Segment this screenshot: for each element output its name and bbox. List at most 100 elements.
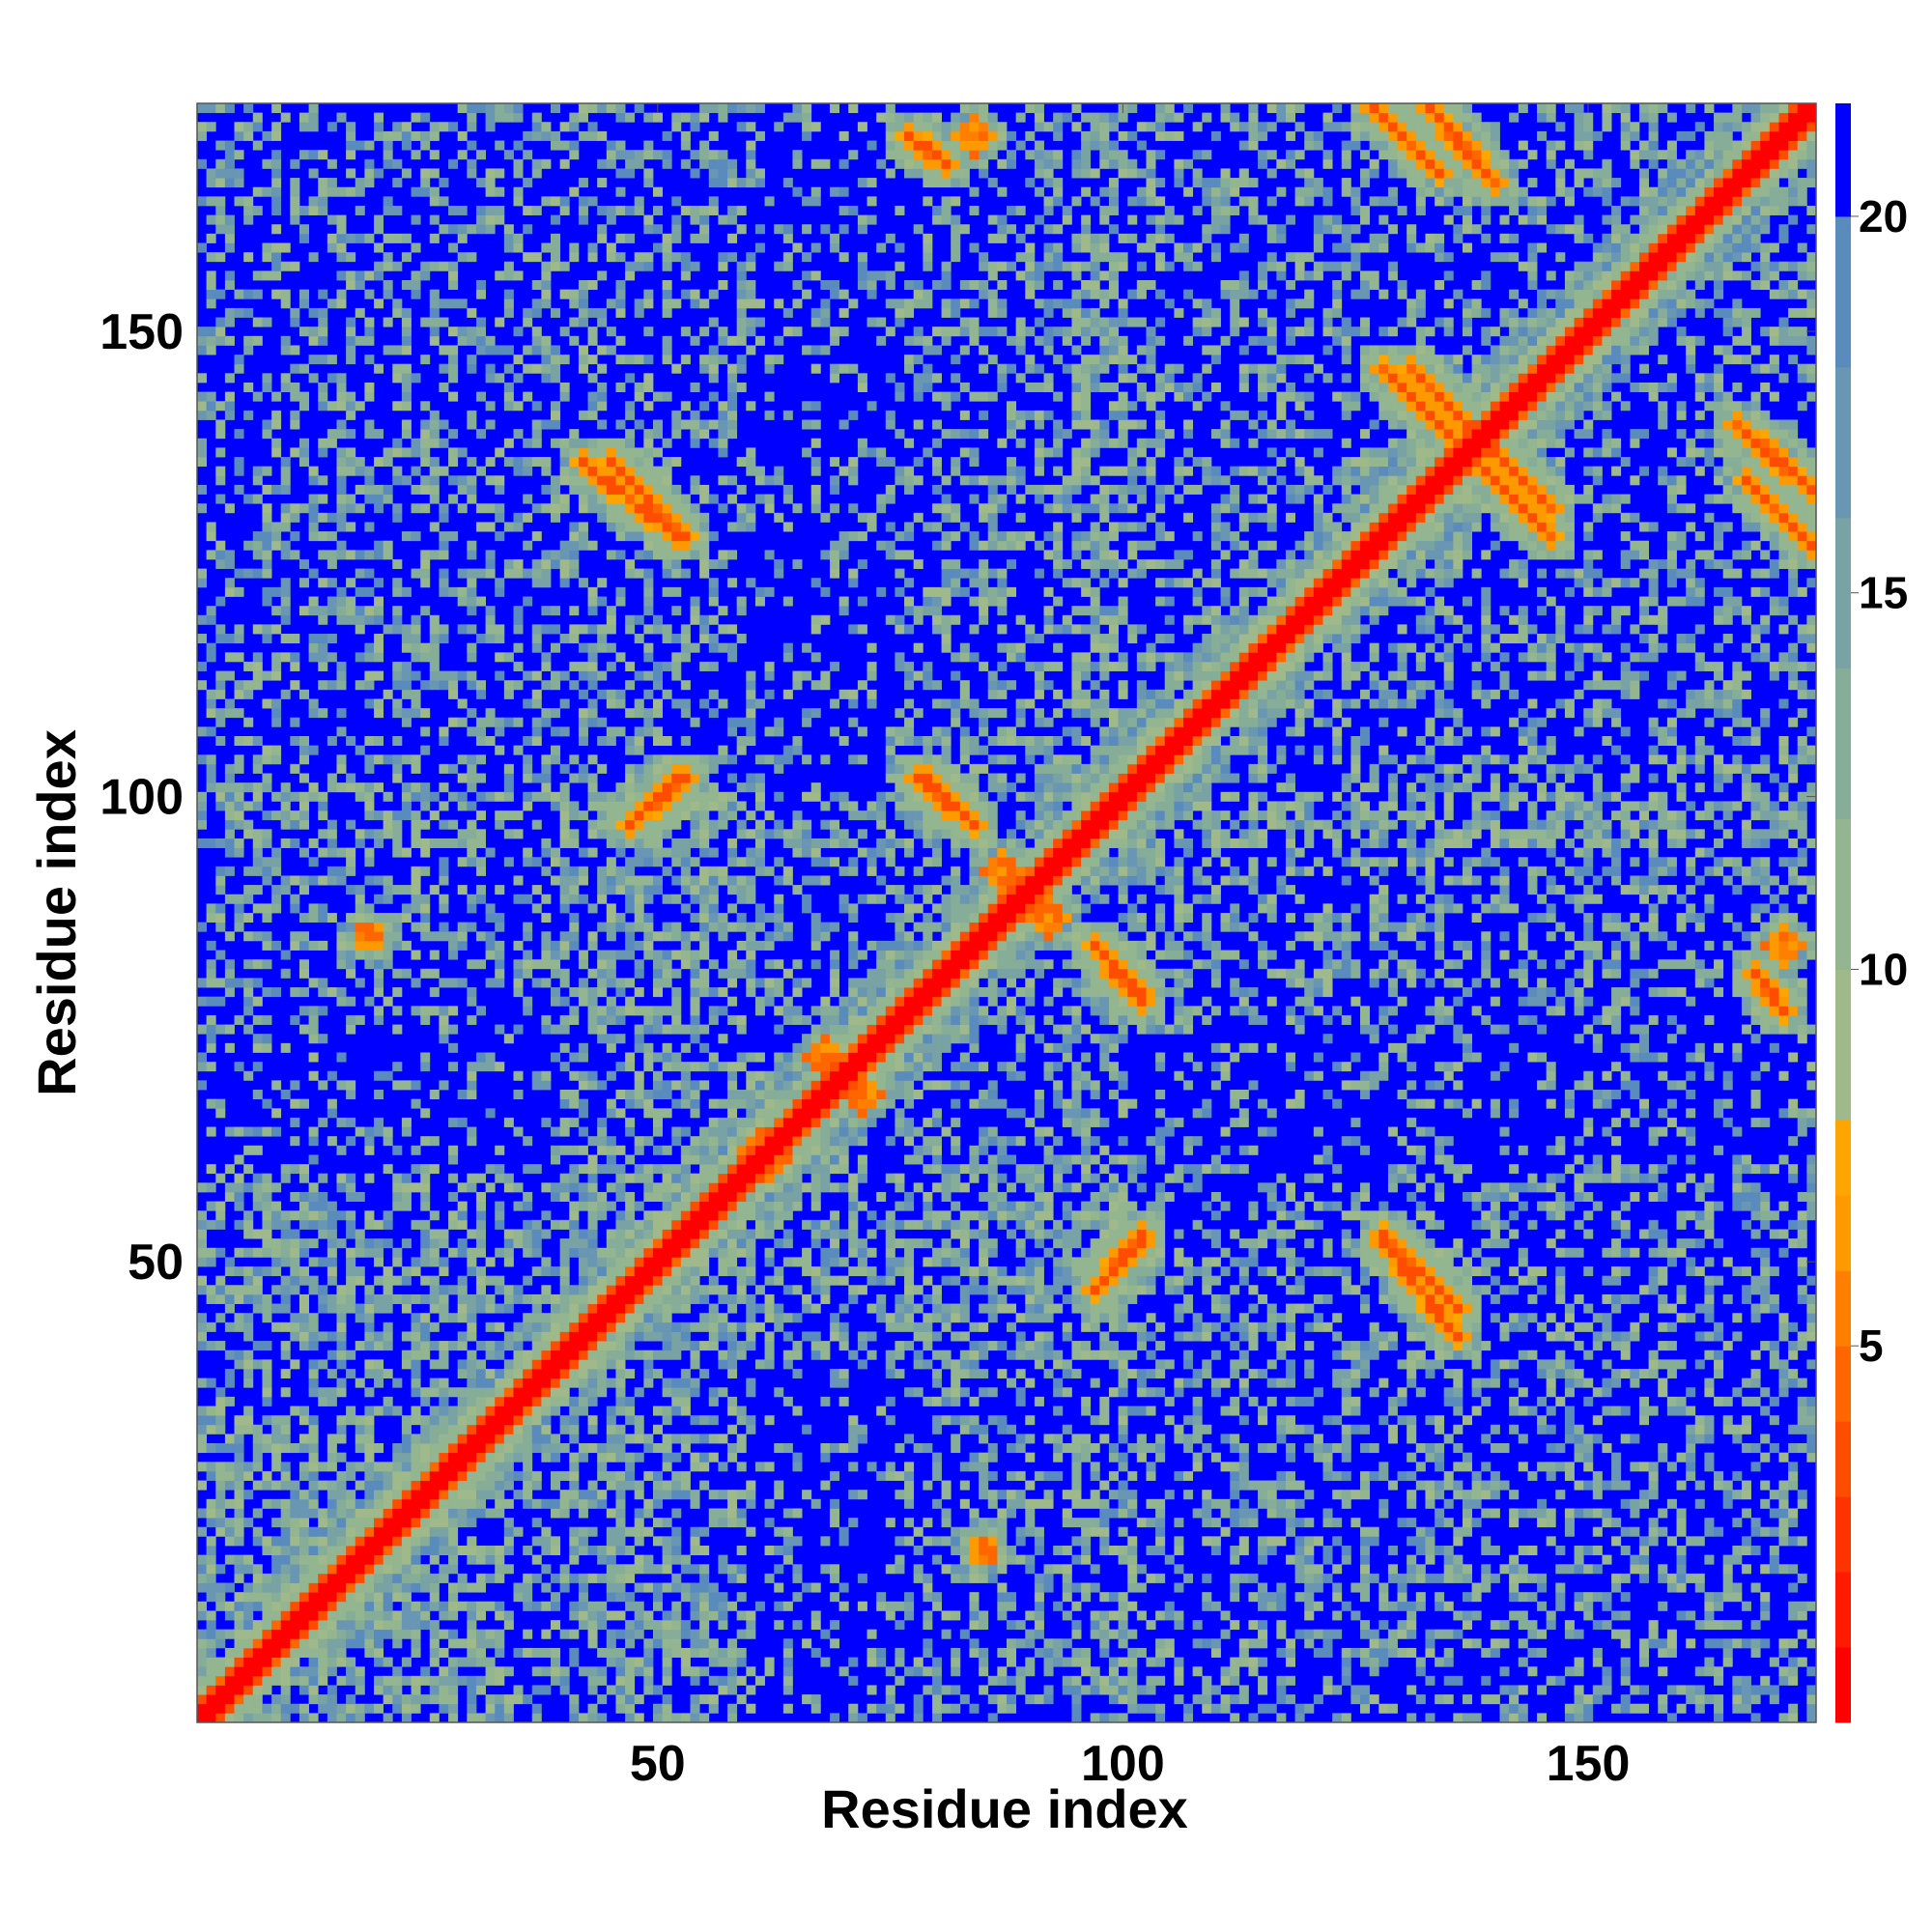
heatmap-cell xyxy=(802,1293,812,1304)
heatmap-cell xyxy=(290,1313,300,1323)
heatmap-cell xyxy=(1499,1219,1510,1230)
heatmap-cell xyxy=(298,1573,309,1583)
heatmap-cell xyxy=(1415,1210,1426,1221)
heatmap-cell xyxy=(1090,1303,1100,1314)
heatmap-cell xyxy=(290,1582,300,1593)
heatmap-cell xyxy=(1583,1452,1594,1463)
heatmap-cell xyxy=(569,1201,580,1211)
heatmap-cell xyxy=(1387,1257,1398,1267)
heatmap-cell xyxy=(1676,1247,1687,1258)
heatmap-cell xyxy=(457,1675,468,1686)
heatmap-cell xyxy=(1118,1424,1128,1435)
heatmap-cell xyxy=(308,1638,319,1649)
heatmap-cell xyxy=(541,1368,552,1379)
heatmap-cell xyxy=(1071,1480,1082,1491)
heatmap-cell xyxy=(457,1238,468,1249)
heatmap-cell xyxy=(634,1601,644,1611)
heatmap-cell xyxy=(523,1434,533,1444)
heatmap-cell xyxy=(1220,1610,1231,1621)
heatmap-cell xyxy=(1155,1545,1166,1556)
heatmap-cell xyxy=(1694,1415,1705,1426)
heatmap-cell xyxy=(1071,1368,1082,1379)
heatmap-cell xyxy=(1741,1219,1751,1230)
heatmap-cell xyxy=(1025,1508,1036,1519)
heatmap-cell xyxy=(1574,1452,1584,1463)
heatmap-cell xyxy=(1127,1536,1138,1547)
heatmap-cell xyxy=(1769,1554,1779,1565)
heatmap-cell xyxy=(541,1341,552,1351)
heatmap-cell xyxy=(1183,1275,1194,1286)
heatmap-cell xyxy=(1174,1331,1184,1342)
heatmap-cell xyxy=(531,1313,542,1323)
heatmap-cell xyxy=(1304,1592,1315,1603)
heatmap-cell xyxy=(1258,1629,1268,1639)
heatmap-cell xyxy=(523,1378,533,1388)
heatmap-cell xyxy=(346,1666,356,1677)
heatmap-cell xyxy=(1155,1518,1166,1528)
heatmap-cell xyxy=(1415,1480,1426,1491)
heatmap-cell xyxy=(420,1331,431,1342)
heatmap-cell xyxy=(429,1685,440,1695)
heatmap-cell xyxy=(327,1592,337,1603)
heatmap-cell xyxy=(1230,1257,1240,1267)
heatmap-cell xyxy=(1462,1713,1473,1723)
heatmap-cell xyxy=(215,1480,226,1491)
heatmap-cell xyxy=(951,1703,961,1714)
heatmap-cell xyxy=(1564,1629,1575,1639)
heatmap-cell xyxy=(1443,1647,1454,1658)
heatmap-cell xyxy=(318,1694,328,1705)
heatmap-cell xyxy=(503,1331,514,1342)
heatmap-cell xyxy=(420,1564,431,1575)
heatmap-cell xyxy=(857,1285,867,1295)
heatmap-cell xyxy=(1788,1713,1799,1723)
heatmap-cell xyxy=(1425,1647,1435,1658)
heatmap-cell xyxy=(587,1638,598,1649)
heatmap-cell xyxy=(959,1415,970,1426)
heatmap-cell xyxy=(298,1703,309,1714)
heatmap-cell xyxy=(1778,1564,1789,1575)
heatmap-cell xyxy=(1127,1210,1138,1221)
heatmap-cell xyxy=(420,1545,431,1556)
heatmap-cell xyxy=(951,1434,961,1444)
heatmap-cell xyxy=(885,1564,895,1575)
heatmap-cell xyxy=(1350,1201,1361,1211)
heatmap-cell xyxy=(1788,1703,1799,1714)
heatmap-cell xyxy=(969,1518,980,1528)
heatmap-cell xyxy=(467,1685,477,1695)
heatmap-cell xyxy=(1304,1638,1315,1649)
heatmap-cell xyxy=(829,1620,840,1631)
heatmap-cell xyxy=(383,1490,393,1500)
heatmap-cell xyxy=(746,1490,756,1500)
heatmap-cell xyxy=(531,1498,542,1509)
heatmap-cell xyxy=(1146,1285,1156,1295)
heatmap-cell xyxy=(1350,1582,1361,1593)
heatmap-cell xyxy=(1360,1303,1371,1314)
heatmap-cell xyxy=(1722,1564,1733,1575)
heatmap-cell xyxy=(1285,1526,1295,1537)
heatmap-cell xyxy=(810,1694,821,1705)
heatmap-cell xyxy=(1592,1647,1603,1658)
heatmap-cell xyxy=(1238,1452,1249,1463)
heatmap-cell xyxy=(1481,1434,1492,1444)
heatmap-cell xyxy=(1360,1536,1371,1547)
heatmap-cell xyxy=(495,1434,505,1444)
heatmap-cell xyxy=(234,1601,244,1611)
heatmap-cell xyxy=(727,1703,738,1714)
heatmap-cell xyxy=(1015,1498,1026,1509)
heatmap-cell xyxy=(318,1647,328,1658)
heatmap-cell xyxy=(457,1285,468,1295)
heatmap-cell xyxy=(336,1350,347,1360)
heatmap-cell xyxy=(634,1247,644,1258)
heatmap-cell xyxy=(1415,1201,1426,1211)
heatmap-cell xyxy=(513,1293,524,1304)
heatmap-cell xyxy=(782,1210,793,1221)
heatmap-cell xyxy=(643,1293,654,1304)
heatmap-cell xyxy=(1676,1406,1687,1416)
heatmap-cell xyxy=(1118,1257,1128,1267)
heatmap-cell xyxy=(727,1564,738,1575)
heatmap-cell xyxy=(746,1229,756,1239)
heatmap-cell xyxy=(1415,1229,1426,1239)
heatmap-cell xyxy=(1462,1610,1473,1621)
heatmap-cell xyxy=(1007,1201,1017,1211)
heatmap-cell xyxy=(513,1229,524,1239)
